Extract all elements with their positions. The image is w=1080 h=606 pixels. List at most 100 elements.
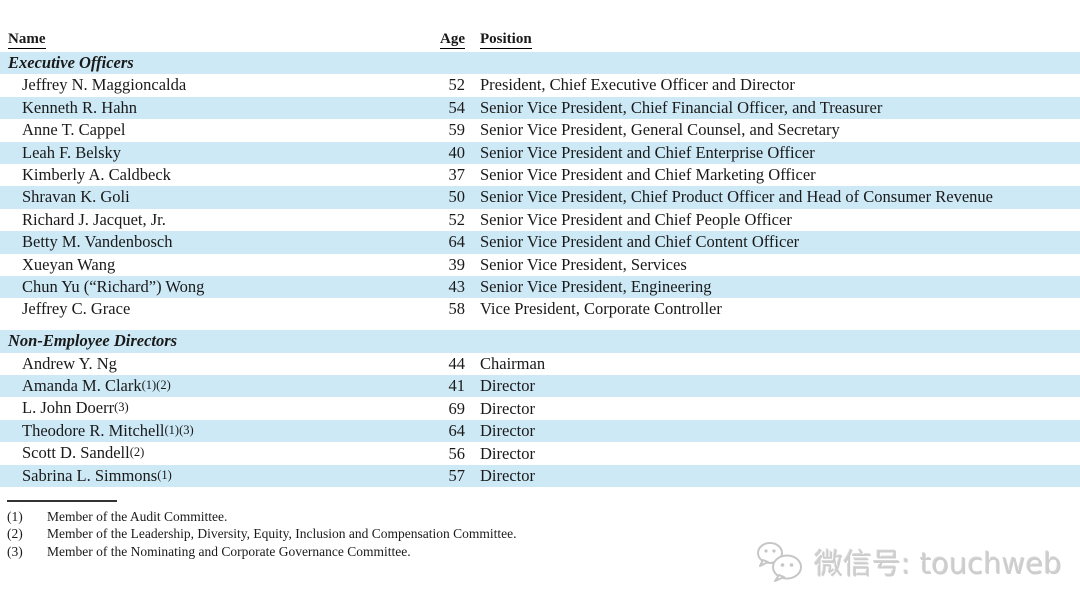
age-cell: 40	[448, 142, 466, 162]
age-cell: 64	[448, 232, 466, 252]
position-cell: Vice President, Corporate Controller	[480, 299, 722, 319]
age-cell: 52	[448, 75, 466, 95]
position-cell: Director	[480, 466, 535, 486]
person-name: Theodore R. Mitchell	[22, 420, 165, 440]
footnote-reference-marker: (3)	[114, 400, 129, 415]
person-name: Amanda M. Clark	[22, 375, 142, 395]
name-header-cell: Name	[0, 30, 437, 49]
section-title: Non-Employee Directors	[8, 331, 178, 351]
position-cell: Senior Vice President, Chief Product Off…	[480, 187, 993, 207]
age-header-cell: Age	[437, 30, 465, 49]
age-cell: 37	[448, 164, 466, 184]
age-cell: 43	[448, 276, 466, 296]
table-row: Theodore R. Mitchell(1)(3) 64 Director	[0, 419, 1080, 443]
footnote-marker: (3)	[7, 543, 23, 559]
name-cell: Anne T. Cappel	[0, 119, 437, 141]
name-cell: Betty M. Vandenbosch	[0, 231, 437, 253]
footnote-reference-marker: (1)(3)	[164, 422, 194, 437]
name-cell: Theodore R. Mitchell(1)(3)	[0, 420, 437, 443]
position-cell: Senior Vice President, Chief Financial O…	[480, 97, 883, 117]
footnote-text: Member of the Nominating and Corporate G…	[47, 543, 411, 559]
name-cell: Andrew Y. Ng	[0, 353, 437, 375]
footnote-item: (2) Member of the Leadership, Diversity, …	[0, 525, 1080, 543]
position-cell: Director	[480, 421, 535, 441]
officers-directors-table: Name Age Position Executive Officers Jeff…	[0, 24, 1080, 487]
person-name: Chun Yu (“Richard”) Wong	[22, 276, 205, 296]
position-cell: Senior Vice President and Chief Content …	[480, 232, 800, 252]
section-title: Executive Officers	[8, 53, 134, 72]
position-cell: Senior Vice President, Engineering	[480, 276, 712, 296]
name-cell: Shravan K. Goli	[0, 186, 437, 208]
age-cell: 54	[448, 97, 466, 117]
table-row: Leah F. Belsky 40 Senior Vice President an…	[0, 141, 1080, 164]
age-cell: 52	[448, 209, 466, 229]
footnote-marker: (1)	[7, 508, 23, 524]
position-cell: Director	[480, 376, 535, 396]
watermark-text: 微信号: touchweb	[814, 547, 1062, 581]
age-cell: 59	[448, 120, 466, 140]
position-cell: President, Chief Executive Officer and D…	[480, 75, 795, 95]
age-cell: 56	[448, 443, 466, 463]
name-cell: Jeffrey C. Grace	[0, 298, 437, 320]
position-cell: Senior Vice President and Chief People O…	[480, 209, 792, 229]
table-row: Sabrina L. Simmons(1) 57 Director	[0, 464, 1080, 488]
age-cell: 64	[448, 421, 466, 441]
name-cell: Chun Yu (“Richard”) Wong	[0, 276, 437, 298]
name-cell: Sabrina L. Simmons(1)	[0, 465, 437, 488]
name-cell: Kimberly A. Caldbeck	[0, 164, 437, 186]
person-name: Anne T. Cappel	[22, 120, 126, 140]
person-name: Jeffrey N. Maggioncalda	[22, 75, 187, 95]
table-header-row: Name Age Position	[0, 24, 1080, 52]
section-header-row: Executive Officers	[0, 52, 1080, 75]
footnotes-section: (1) Member of the Audit Committee. (2) Memb…	[0, 508, 1080, 561]
age-cell: 44	[448, 353, 466, 373]
position-cell: Director	[480, 398, 535, 418]
person-name: Andrew Y. Ng	[22, 353, 117, 373]
name-cell: Richard J. Jacquet, Jr.	[0, 209, 437, 231]
person-name: Kimberly A. Caldbeck	[22, 164, 171, 184]
name-cell: Xueyan Wang	[0, 254, 437, 276]
age-cell: 58	[448, 299, 466, 319]
footnote-text: Member of the Audit Committee.	[47, 508, 228, 524]
table-row: Kenneth R. Hahn 54 Senior Vice President, …	[0, 96, 1080, 120]
position-cell: Chairman	[480, 353, 546, 373]
table-row: Andrew Y. Ng 44 Chairman	[0, 353, 1080, 375]
watermark: 微信号: touchweb	[754, 540, 1062, 584]
table-row: L. John Doerr(3) 69 Director	[0, 397, 1080, 419]
table-row: Betty M. Vandenbosch 64 Senior Vice Presid…	[0, 231, 1080, 254]
name-cell: Leah F. Belsky	[0, 142, 437, 164]
person-name: L. John Doerr	[22, 398, 115, 418]
footnote-reference-marker: (1)	[157, 467, 172, 482]
age-cell: 50	[448, 187, 466, 207]
person-name: Sabrina L. Simmons	[22, 465, 158, 485]
age-cell: 57	[448, 466, 466, 486]
section-header-row: Non-Employee Directors	[0, 330, 1080, 353]
section-gap	[0, 320, 1080, 331]
person-name: Jeffrey C. Grace	[22, 299, 131, 319]
person-name: Betty M. Vandenbosch	[22, 232, 173, 252]
position-cell: Senior Vice President, General Counsel, …	[480, 120, 840, 140]
name-cell: L. John Doerr(3)	[0, 397, 437, 420]
wechat-icon	[754, 540, 804, 584]
table-row: Jeffrey N. Maggioncalda 52 President, Chie…	[0, 74, 1080, 96]
age-cell: 39	[448, 254, 466, 274]
column-header-age: Age	[440, 31, 465, 49]
footnote-item: (1) Member of the Audit Committee.	[0, 508, 1080, 526]
name-cell: Amanda M. Clark(1)(2)	[0, 375, 437, 398]
table-row: Chun Yu (“Richard”) Wong 43 Senior Vice Pr…	[0, 275, 1080, 299]
table-row: Shravan K. Goli 50 Senior Vice President, …	[0, 186, 1080, 209]
footnote-reference-marker: (1)(2)	[141, 377, 171, 392]
person-name: Xueyan Wang	[22, 254, 116, 274]
table-row: Amanda M. Clark(1)(2) 41 Director	[0, 374, 1080, 398]
footnote-divider	[7, 499, 117, 502]
table-row: Jeffrey C. Grace 58 Vice President, Corpor…	[0, 298, 1080, 320]
position-cell: Director	[480, 443, 535, 463]
table-row: Scott D. Sandell(2) 56 Director	[0, 442, 1080, 464]
column-header-name: Name	[8, 31, 46, 49]
person-name: Kenneth R. Hahn	[22, 97, 138, 117]
table-row: Xueyan Wang 39 Senior Vice President, Serv…	[0, 254, 1080, 276]
table-row: Richard J. Jacquet, Jr. 52 Senior Vice Pre…	[0, 209, 1080, 231]
footnote-text: Member of the Leadership, Diversity, Equ…	[47, 526, 517, 542]
position-header-cell: Position	[465, 30, 1080, 49]
age-cell: 69	[448, 398, 466, 418]
